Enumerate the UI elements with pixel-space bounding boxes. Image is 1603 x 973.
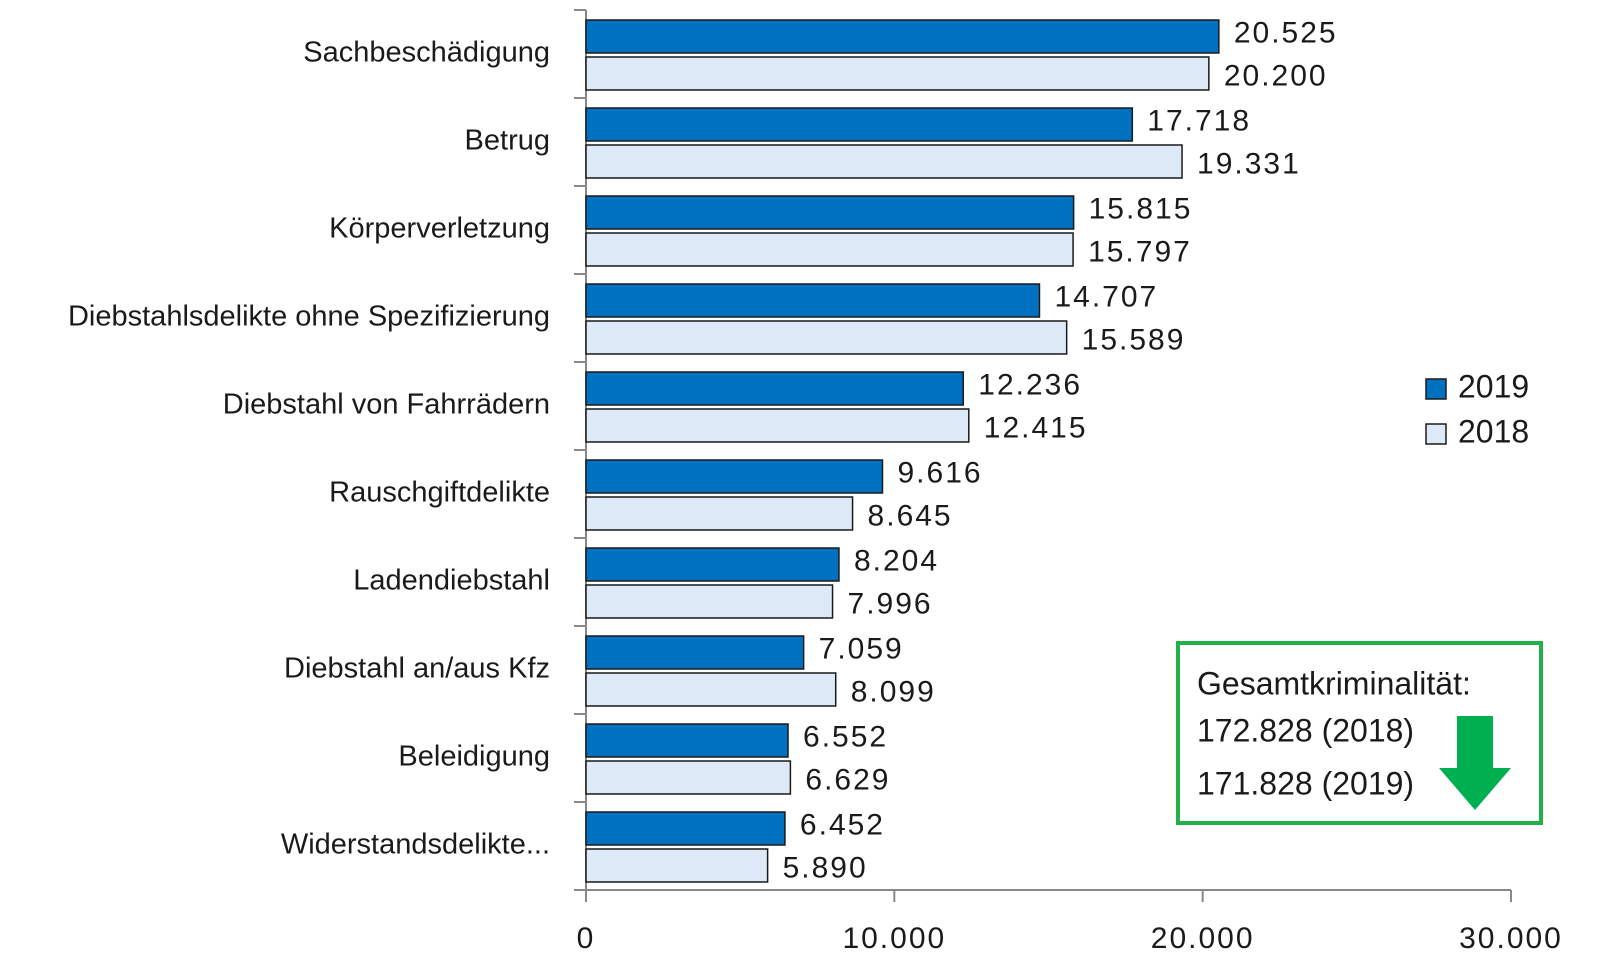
bar: [585, 496, 854, 531]
annotation: Gesamtkriminalität:: [1197, 665, 1471, 701]
legend-label: 2018: [1458, 413, 1529, 449]
bar: [585, 107, 1134, 142]
value-label: 7.996: [848, 587, 933, 620]
category-label: Diebstahlsdelikte ohne Spezifizierung: [68, 301, 550, 333]
value-label: 15.815: [1089, 192, 1193, 225]
bar: [585, 811, 786, 846]
legend-label: 2019: [1458, 368, 1529, 404]
bar: [585, 635, 805, 670]
value-label: 6.452: [800, 808, 885, 841]
value-label: 8.645: [868, 499, 953, 532]
value-label: 7.059: [819, 632, 904, 665]
category-label: Sachbeschädigung: [303, 37, 550, 69]
value-label: 8.204: [854, 544, 939, 577]
value-label: 12.415: [984, 411, 1088, 444]
category-label: Betrug: [465, 125, 550, 157]
category-label: Beleidigung: [398, 741, 550, 773]
value-label: 6.552: [803, 720, 888, 753]
x-tick-label: 0: [577, 922, 596, 955]
bar: [585, 848, 769, 883]
bar: [585, 371, 965, 406]
category-label: Rauschgiftdelikte: [329, 477, 550, 509]
x-tick-label: 10.000: [842, 922, 946, 955]
down-arrow: [1439, 716, 1511, 810]
category-label: Körperverletzung: [329, 213, 550, 245]
annotation: 171.828 (2019): [1197, 765, 1414, 801]
value-label: 8.099: [851, 675, 936, 708]
value-label: 17.718: [1147, 104, 1251, 137]
bar: [585, 320, 1068, 355]
bar: [585, 459, 884, 494]
x-tick-label: 30.000: [1459, 922, 1563, 955]
bar: [585, 408, 970, 443]
bar: [585, 232, 1074, 267]
category-label: Diebstahl von Fahrrädern: [223, 389, 550, 421]
bar: [585, 672, 837, 707]
x-tick-label: 20.000: [1151, 922, 1255, 955]
legend-swatch: [1425, 423, 1447, 445]
bar: [585, 19, 1220, 54]
value-label: 15.589: [1082, 323, 1186, 356]
value-label: 9.616: [897, 456, 982, 489]
legend-swatch: [1425, 378, 1447, 400]
value-label: 15.797: [1088, 235, 1192, 268]
value-label: 14.707: [1054, 280, 1158, 313]
annotation-box: [1176, 641, 1543, 825]
value-label: 20.200: [1224, 59, 1328, 92]
bar: [585, 547, 840, 582]
bar: [585, 723, 789, 758]
category-label: Widerstandsdelikte...: [281, 829, 550, 861]
value-label: 20.525: [1234, 16, 1338, 49]
value-label: 5.890: [783, 851, 868, 884]
bar: [585, 144, 1183, 179]
value-label: 12.236: [978, 368, 1082, 401]
bar: [585, 584, 834, 619]
bar: [585, 195, 1075, 230]
value-label: 6.629: [805, 763, 890, 796]
bar: [585, 760, 792, 795]
bar: [585, 283, 1041, 318]
annotation: 172.828 (2018): [1197, 712, 1414, 748]
value-label: 19.331: [1197, 147, 1301, 180]
category-label: Ladendiebstahl: [353, 565, 550, 597]
bar: [585, 56, 1210, 91]
category-label: Diebstahl an/aus Kfz: [284, 653, 550, 685]
